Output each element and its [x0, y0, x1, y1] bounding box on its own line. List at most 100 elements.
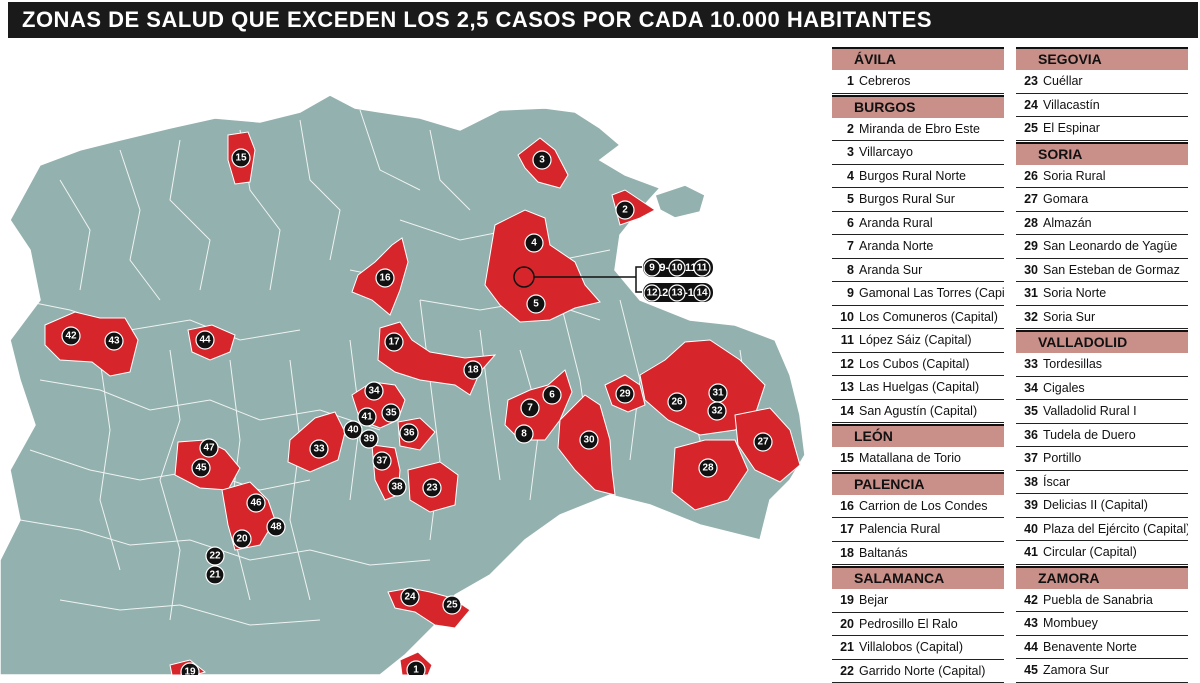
marker-23: 23: [423, 479, 441, 497]
svg-text:39: 39: [363, 434, 375, 445]
zone-name: Los Comuneros (Capital): [859, 310, 998, 324]
zone-number: 35: [1024, 400, 1038, 423]
marker-34: 34: [365, 382, 383, 400]
svg-text:26: 26: [671, 397, 683, 408]
zone-name: Valladolid Rural I: [1043, 404, 1137, 418]
svg-text:38: 38: [391, 482, 403, 493]
svg-text:1: 1: [413, 665, 419, 676]
province-header: PALENCIA: [832, 472, 1004, 495]
zone-name: Baltanás: [859, 546, 908, 560]
svg-text:28: 28: [702, 463, 714, 474]
zone-number: 5: [840, 188, 854, 211]
zone-number: 27: [1024, 188, 1038, 211]
marker-7: 7: [521, 399, 539, 417]
province-header: SALAMANCA: [832, 566, 1004, 589]
zone-name: Tordesillas: [1043, 357, 1102, 371]
province-header: BURGOS: [832, 95, 1004, 118]
zone-number: 10: [840, 306, 854, 329]
marker-21: 21: [206, 566, 224, 584]
marker-32: 32: [708, 402, 726, 420]
marker-41: 41: [358, 408, 376, 426]
zone-number: 24: [1024, 94, 1038, 117]
zone-name: Puebla de Sanabria: [1043, 593, 1153, 607]
zone-name: Íscar: [1043, 475, 1070, 489]
svg-text:25: 25: [446, 600, 458, 611]
svg-text:45: 45: [195, 463, 207, 474]
zone-number: 29: [1024, 235, 1038, 258]
zone-list-item: 17 Palencia Rural: [832, 518, 1004, 542]
svg-text:34: 34: [368, 386, 380, 397]
marker-19: 19: [181, 663, 199, 675]
province-header: ÁVILA: [832, 47, 1004, 70]
marker-36: 36: [400, 424, 418, 442]
svg-text:42: 42: [65, 331, 77, 342]
zone-name: Soria Norte: [1043, 286, 1106, 300]
zone-list-item: 24 Villacastín: [1016, 94, 1188, 118]
svg-text:35: 35: [385, 408, 397, 419]
marker-37: 37: [373, 452, 391, 470]
zone-number: 42: [1024, 589, 1038, 612]
zone-number: 40: [1024, 518, 1038, 541]
zone-number: 21: [840, 636, 854, 659]
marker-4: 4: [525, 234, 543, 252]
zone-name: Pedrosillo El Ralo: [859, 617, 958, 631]
zone-number: 37: [1024, 447, 1038, 470]
province-header: VALLADOLID: [1016, 330, 1188, 353]
svg-text:41: 41: [361, 412, 373, 423]
svg-text:47: 47: [203, 443, 215, 454]
svg-text:30: 30: [583, 435, 595, 446]
marker-28: 28: [699, 459, 717, 477]
marker-2: 2: [616, 201, 634, 219]
zone-number: 36: [1024, 424, 1038, 447]
zone-name: Carrion de Los Condes: [859, 499, 988, 513]
marker-24: 24: [401, 588, 419, 606]
marker-3: 3: [533, 151, 551, 169]
marker-30: 30: [580, 431, 598, 449]
zone-name: Circular (Capital): [1043, 545, 1137, 559]
zone-number: 17: [840, 518, 854, 541]
zone-list-item: 38 Íscar: [1016, 471, 1188, 495]
zone-list-item: 6 Aranda Rural: [832, 212, 1004, 236]
svg-text:23: 23: [426, 483, 438, 494]
zone-name: Portillo: [1043, 451, 1081, 465]
zone-number: 18: [840, 542, 854, 565]
zone-number: 38: [1024, 471, 1038, 494]
marker-39: 39: [360, 430, 378, 448]
zone-name: Bejar: [859, 593, 888, 607]
marker-27: 27: [754, 433, 772, 451]
zone-number: 6: [840, 212, 854, 235]
zone-number: 23: [1024, 70, 1038, 93]
marker-40: 40: [344, 421, 362, 439]
zone-list-item: 31 Soria Norte: [1016, 282, 1188, 306]
svg-text:11: 11: [697, 263, 708, 274]
zone-number: 41: [1024, 541, 1038, 564]
svg-text:13: 13: [671, 288, 683, 299]
zone-number: 31: [1024, 282, 1038, 305]
zone-name: Villacastín: [1043, 98, 1100, 112]
svg-text:37: 37: [376, 456, 388, 467]
svg-text:18: 18: [467, 365, 479, 376]
zone-list-item: 41 Circular (Capital): [1016, 541, 1188, 565]
map-title: ZONAS DE SALUD QUE EXCEDEN LOS 2,5 CASOS…: [8, 2, 1198, 38]
zone-name: Aranda Rural: [859, 216, 933, 230]
castilla-leon-map: 9-10-11 12-13-14 1 2 3 4 5 6 7 8 15 16 1…: [0, 44, 825, 675]
zone-number: 9: [840, 282, 854, 305]
zone-list-item: 18 Baltanás: [832, 542, 1004, 566]
zone-name: Palencia Rural: [859, 522, 940, 536]
